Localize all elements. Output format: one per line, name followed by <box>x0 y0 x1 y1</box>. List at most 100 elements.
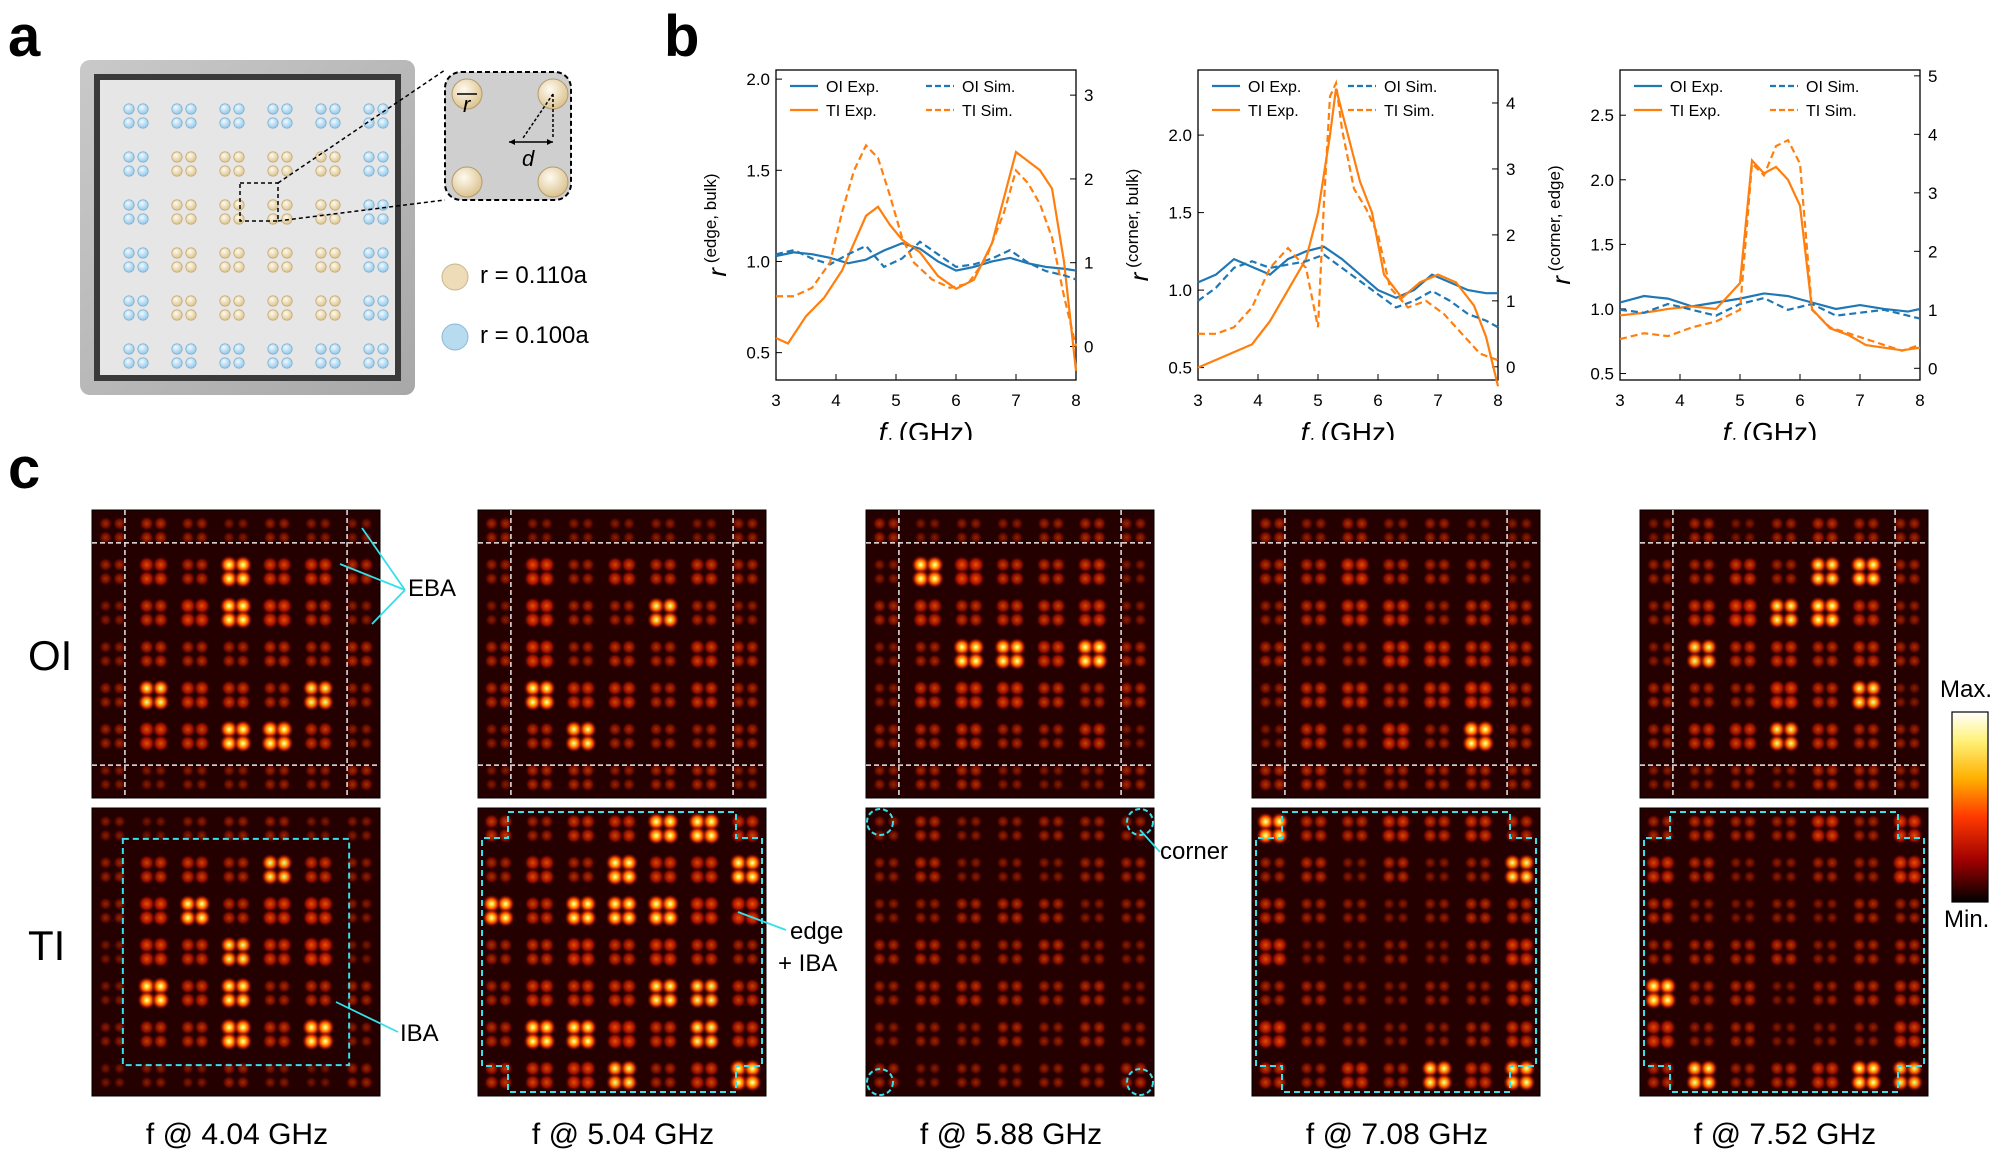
rod <box>377 343 389 355</box>
rod <box>267 295 279 307</box>
rod <box>185 343 197 355</box>
rod <box>219 103 231 115</box>
rod <box>281 103 293 115</box>
series-line-ti-exp <box>1197 88 1500 387</box>
y-tick-left-label: 0.5 <box>1168 359 1192 378</box>
rod <box>377 247 389 259</box>
rod <box>123 117 135 129</box>
rod <box>171 199 183 211</box>
rod <box>281 343 293 355</box>
y-tick-right-label: 2 <box>1928 242 1937 261</box>
annotation-iba: IBA <box>400 1020 439 1047</box>
x-tick-label: 7 <box>1011 391 1020 410</box>
y-tick-left-label: 1.0 <box>1168 281 1192 300</box>
legend-label-gold: r = 0.110a <box>480 262 587 289</box>
x-tick-label: 6 <box>1373 391 1382 410</box>
x-tick-label: 8 <box>1493 391 1502 410</box>
rod <box>315 295 327 307</box>
legend-label: OI Exp. <box>1248 79 1301 96</box>
rod <box>233 247 245 259</box>
freq-label-4: f @ 7.08 GHz <box>1305 1118 1489 1151</box>
x-tick-label: 7 <box>1433 391 1442 410</box>
legend-label: TI Sim. <box>1384 103 1435 120</box>
x-tick-label: 4 <box>1675 391 1684 410</box>
y-tick-left-label: 1.5 <box>1590 235 1614 254</box>
rod <box>363 247 375 259</box>
rod <box>315 247 327 259</box>
series-line-ti-sim <box>1619 138 1921 352</box>
y-tick-right-label: 0 <box>1084 337 1093 356</box>
rod <box>329 247 341 259</box>
x-tick-label: 4 <box>1253 391 1262 410</box>
legend-label: OI Exp. <box>1670 79 1723 96</box>
rod <box>233 117 245 129</box>
rod <box>363 309 375 321</box>
field-map-ti-5 <box>1639 807 1929 1097</box>
series-line-ti-sim <box>776 143 1078 347</box>
legend-label: OI Exp. <box>826 79 879 96</box>
rod <box>281 199 293 211</box>
rod <box>137 247 149 259</box>
y-tick-left-label: 2.0 <box>746 70 770 89</box>
annotation-pointer <box>1139 829 1161 853</box>
rod <box>123 295 135 307</box>
rod <box>219 261 231 273</box>
rod <box>315 117 327 129</box>
rod <box>315 165 327 177</box>
rod <box>377 261 389 273</box>
field-map-oi-4 <box>1251 509 1541 799</box>
rod <box>233 295 245 307</box>
plot-frame <box>775 69 1077 381</box>
rod <box>171 151 183 163</box>
rod <box>281 247 293 259</box>
chart-edge-bulk: 3 4 5 6 7 8 0.5 1.0 1.5 2.0 0 1 2 3 OI Exp. TI Exp. OI S… <box>701 69 1093 440</box>
rod-array <box>123 103 389 369</box>
rod <box>281 295 293 307</box>
panel-label-b: b <box>664 4 700 69</box>
rod <box>377 213 389 225</box>
rod <box>137 213 149 225</box>
field-map-oi-1 <box>91 509 381 799</box>
annotation-corner: corner <box>1160 838 1229 865</box>
rod <box>219 357 231 369</box>
rod <box>219 295 231 307</box>
rod <box>219 151 231 163</box>
rod <box>363 151 375 163</box>
rod <box>171 247 183 259</box>
x-tick-label: 3 <box>1193 391 1202 410</box>
x-tick-label: 5 <box>1313 391 1322 410</box>
y-tick-left-label: 1.5 <box>746 161 770 180</box>
rod <box>185 295 197 307</box>
x-tick-label: 8 <box>1071 391 1080 410</box>
rod <box>123 103 135 115</box>
x-tick-label: 5 <box>1735 391 1744 410</box>
rod <box>281 357 293 369</box>
rod <box>315 103 327 115</box>
y-tick-left-label: 0.5 <box>746 344 770 363</box>
y-tick-right-label: 5 <box>1928 67 1937 86</box>
x-tick-label: 6 <box>951 391 960 410</box>
rod <box>267 247 279 259</box>
rod <box>281 261 293 273</box>
y-tick-left-label: 1.5 <box>1168 204 1192 223</box>
rod <box>219 213 231 225</box>
rod <box>315 199 327 211</box>
rod <box>171 343 183 355</box>
rod <box>171 117 183 129</box>
field-map-ti-3 <box>865 807 1155 1097</box>
rod <box>171 165 183 177</box>
rod <box>363 261 375 273</box>
rod <box>315 213 327 225</box>
freq-label-1: f @ 4.04 GHz <box>145 1118 329 1151</box>
y-tick-right-label: 2 <box>1084 170 1093 189</box>
series-line-ti-exp <box>775 150 1078 372</box>
series-line-oi-exp <box>1619 292 1921 313</box>
rod <box>377 309 389 321</box>
rod <box>233 261 245 273</box>
rod <box>281 309 293 321</box>
legend-swatch-gold <box>441 263 469 291</box>
rod <box>219 309 231 321</box>
x-tick-label: 4 <box>831 391 840 410</box>
rod <box>329 103 341 115</box>
